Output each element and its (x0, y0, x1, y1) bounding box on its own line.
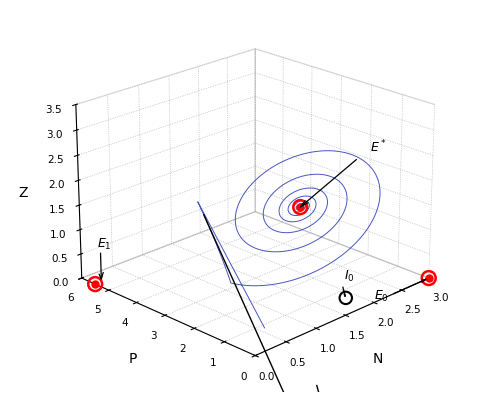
Y-axis label: P: P (129, 352, 137, 366)
X-axis label: N: N (372, 352, 382, 366)
